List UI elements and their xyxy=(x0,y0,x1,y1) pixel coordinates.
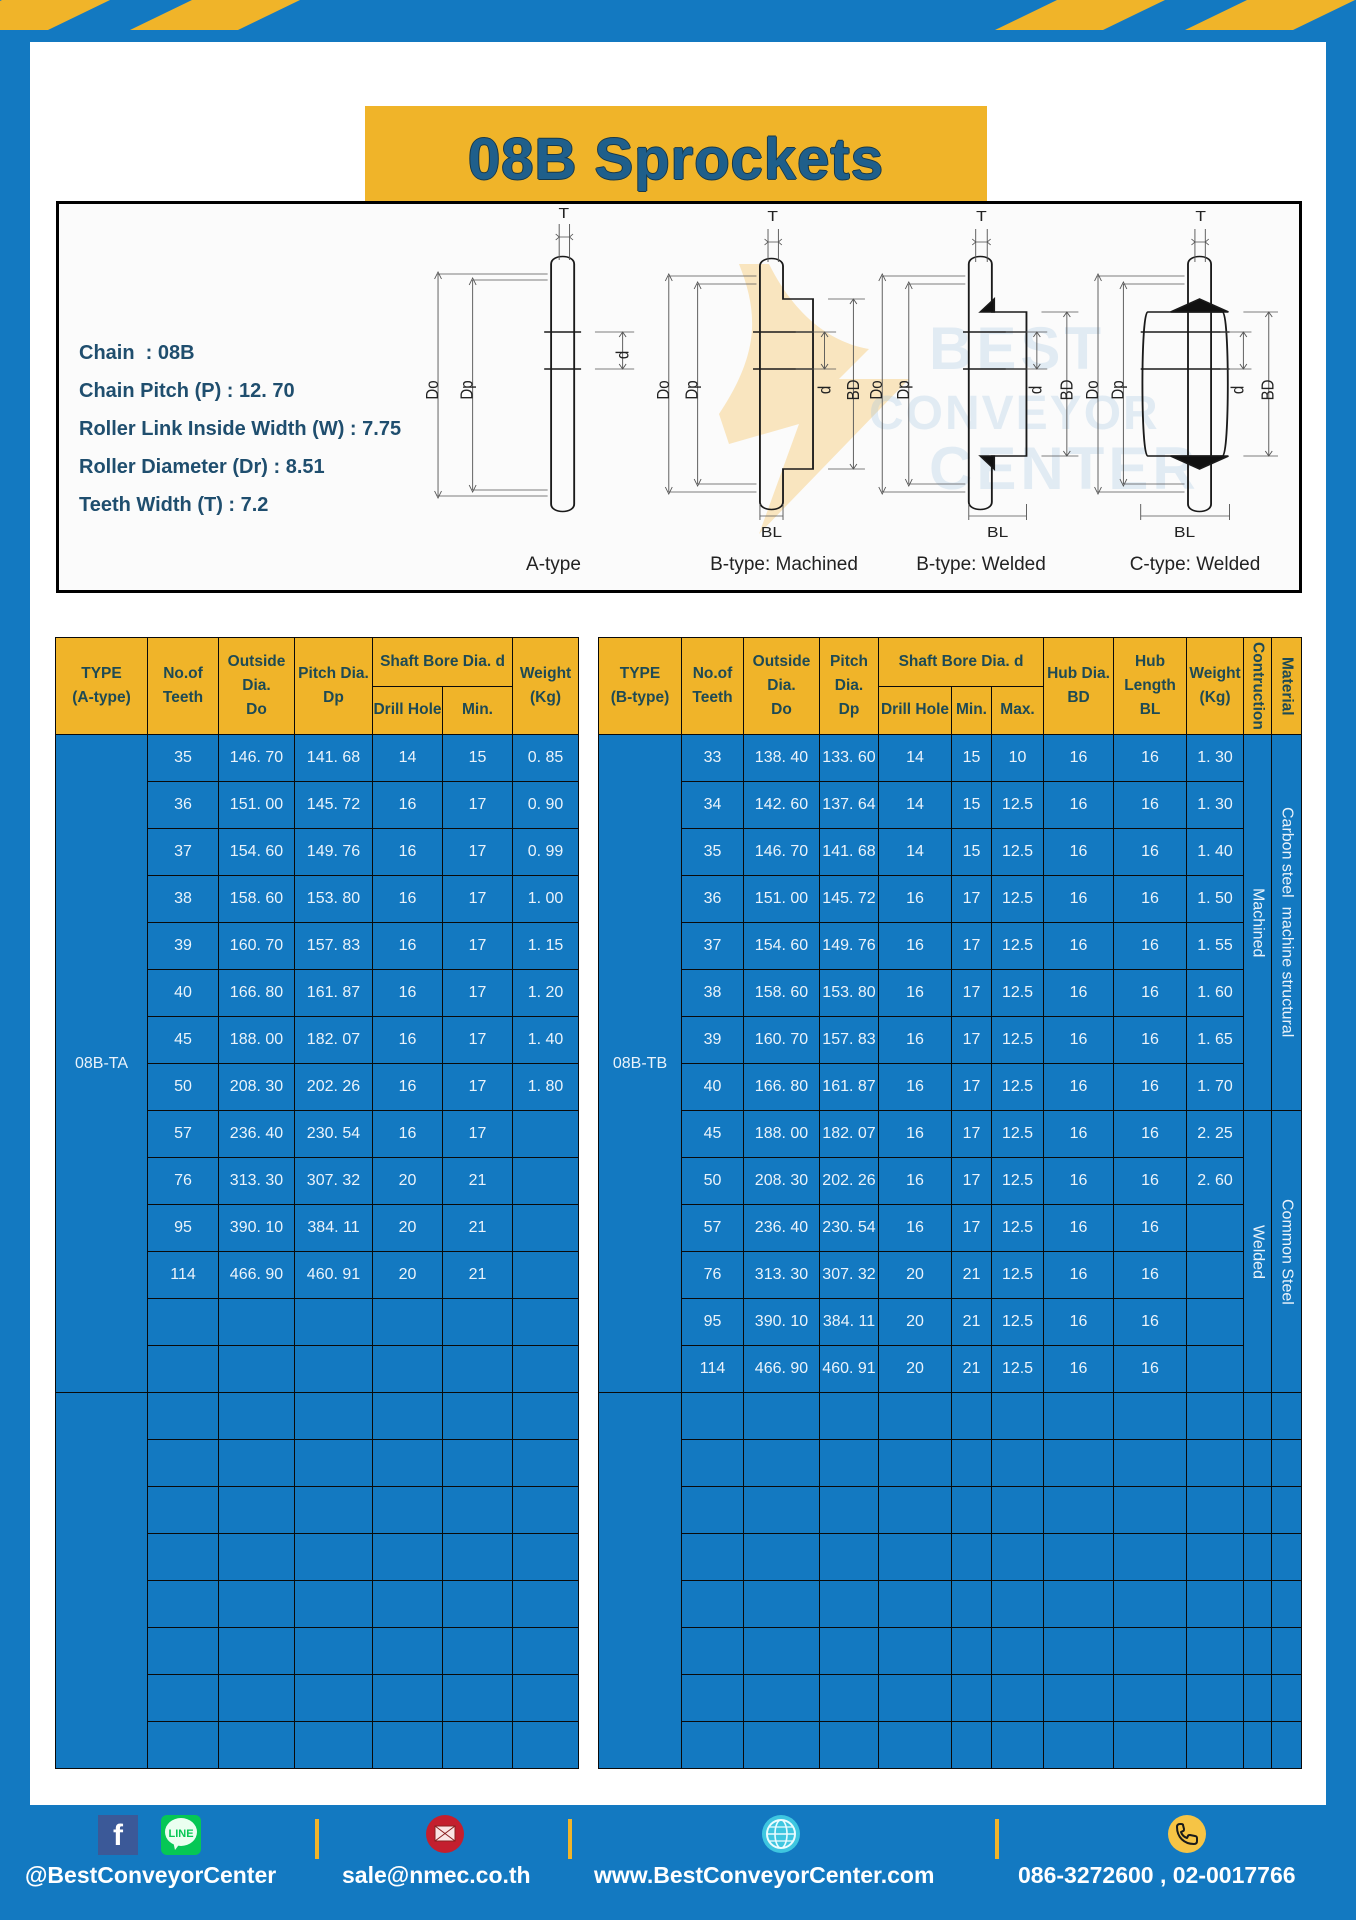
svg-text:Do: Do xyxy=(654,380,673,399)
svg-text:Do: Do xyxy=(1083,380,1102,399)
svg-text:BL: BL xyxy=(1174,524,1195,541)
svg-text:T: T xyxy=(976,208,987,225)
svg-text:T: T xyxy=(559,205,570,222)
svg-text:Dp: Dp xyxy=(683,380,702,399)
svg-text:BD: BD xyxy=(844,380,863,401)
svg-text:f: f xyxy=(113,1819,124,1852)
svg-text:Dp: Dp xyxy=(1108,380,1127,399)
svg-text:LINE: LINE xyxy=(168,1828,193,1840)
svg-text:Dp: Dp xyxy=(458,380,477,399)
svg-text:d: d xyxy=(613,351,632,359)
svg-text:BL: BL xyxy=(761,524,782,541)
svg-text:Dp: Dp xyxy=(894,380,913,399)
svg-text:Do: Do xyxy=(867,380,886,399)
svg-text:d: d xyxy=(1027,386,1046,394)
svg-text:d: d xyxy=(815,386,834,394)
svg-text:BEST: BEST xyxy=(929,315,1105,382)
svg-text:BL: BL xyxy=(987,524,1008,541)
svg-text:T: T xyxy=(1195,208,1206,225)
svg-text:BD: BD xyxy=(1258,380,1277,401)
svg-text:BD: BD xyxy=(1058,380,1077,401)
svg-text:d: d xyxy=(1228,386,1247,394)
svg-text:Do: Do xyxy=(423,380,442,399)
svg-text:T: T xyxy=(767,208,778,225)
